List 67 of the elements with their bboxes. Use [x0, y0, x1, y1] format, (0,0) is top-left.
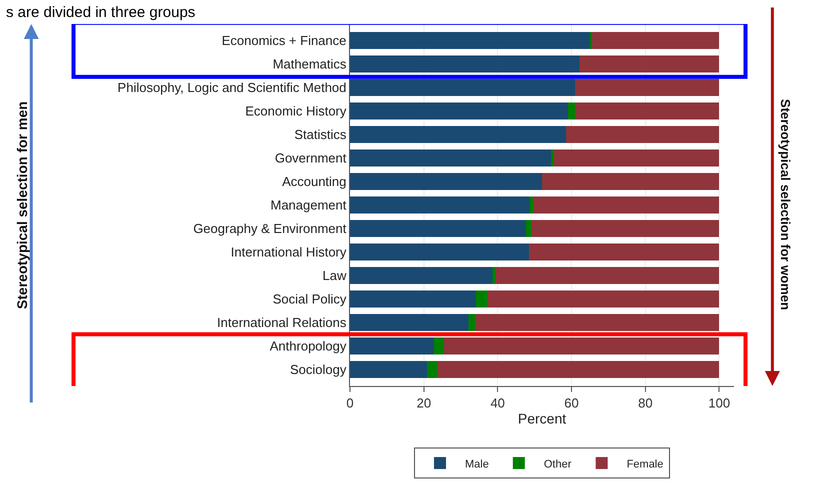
y-tick-label: Philosophy, Logic and Scientific Method	[118, 80, 346, 96]
x-tick-label: 0	[346, 396, 354, 411]
legend-label: Female	[626, 458, 664, 470]
bar	[350, 244, 530, 260]
bar	[427, 361, 437, 378]
bar	[350, 361, 428, 378]
bar	[492, 267, 496, 284]
bar	[476, 290, 488, 308]
y-tick-label: Law	[322, 268, 347, 284]
bar	[444, 338, 720, 354]
y-tick-label: Mathematics	[272, 56, 347, 72]
bar	[468, 314, 475, 331]
legend-label: Male	[465, 458, 489, 470]
bar	[487, 290, 720, 308]
text: Stereotypical selection for men	[14, 101, 30, 310]
bar	[531, 220, 720, 237]
text: Stereotypical selection for women	[778, 99, 793, 310]
bar	[542, 173, 720, 190]
bar	[350, 150, 552, 166]
legend-label: Other	[544, 458, 572, 470]
bar	[434, 338, 444, 354]
bar	[350, 290, 476, 308]
y-tick-label: Accounting	[282, 174, 346, 190]
bar	[568, 102, 576, 120]
bar	[350, 32, 591, 49]
bar	[532, 196, 720, 214]
y-tick-label: Management	[270, 198, 347, 213]
y-tick-label: Anthropology	[270, 338, 347, 354]
x-tick-label: 20	[416, 396, 432, 411]
bar	[530, 196, 533, 214]
bar	[579, 56, 720, 72]
x-tick-label: 60	[564, 396, 579, 411]
text: s are divided in three groups	[6, 4, 196, 21]
x-tick-label: 40	[490, 396, 505, 411]
bar	[495, 267, 720, 284]
y-tick-label: Economic History	[245, 104, 347, 119]
x-tick-label: 100	[708, 396, 730, 411]
y-tick-label: Economics + Finance	[222, 33, 346, 48]
bar	[350, 267, 493, 284]
bar	[529, 244, 720, 260]
y-tick-label: Government	[274, 150, 347, 166]
bar	[350, 56, 580, 72]
bar	[350, 79, 576, 96]
y-tick-label: International History	[230, 244, 347, 260]
bar	[575, 79, 720, 96]
bar	[350, 102, 568, 120]
bar	[350, 196, 530, 214]
y-tick-label: Social Policy	[272, 292, 347, 307]
bar	[436, 361, 720, 378]
bar	[474, 314, 720, 331]
bar	[592, 32, 720, 49]
x-axis-title: Percent	[518, 410, 566, 427]
bar	[350, 173, 542, 190]
bar	[350, 314, 469, 331]
bar	[575, 102, 720, 120]
y-tick-label: Geography & Environment	[193, 221, 347, 236]
bar	[350, 338, 434, 354]
y-tick-label: Statistics	[294, 127, 347, 142]
bar	[526, 220, 532, 237]
x-tick-label: 80	[638, 396, 653, 411]
bar	[554, 150, 720, 166]
y-tick-label: Sociology	[290, 362, 347, 378]
y-tick-label: International Relations	[217, 315, 347, 330]
bar	[350, 126, 566, 143]
bar	[566, 126, 720, 143]
bar	[551, 150, 554, 166]
bar	[350, 220, 526, 237]
